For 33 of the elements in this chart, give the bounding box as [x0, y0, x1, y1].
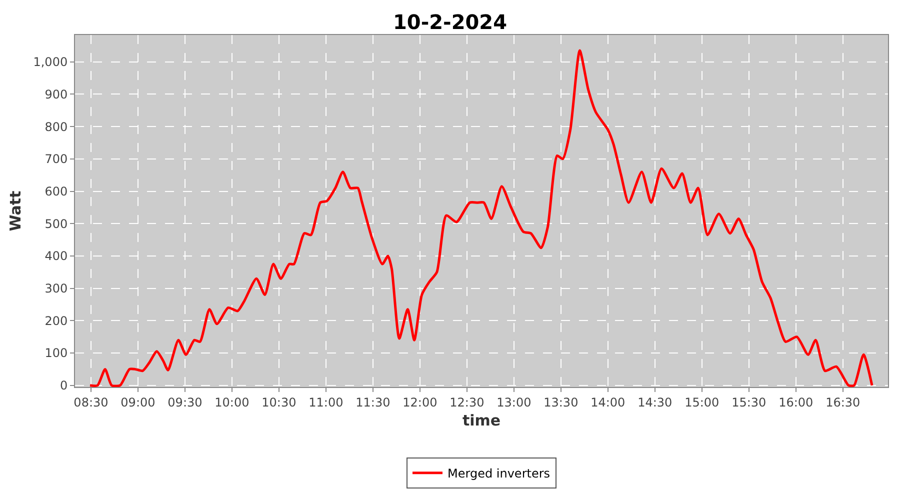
y-tick-label: 1,000: [33, 55, 68, 70]
y-tick-label: 200: [44, 314, 68, 328]
y-tick-label: 0: [60, 378, 68, 393]
legend-label: Merged inverters: [448, 466, 550, 481]
x-tick-label: 15:00: [684, 395, 720, 410]
x-tick-label: 12:30: [450, 395, 484, 410]
y-tick-label: 700: [44, 152, 68, 166]
y-tick-label: 600: [44, 184, 68, 198]
x-tick-label: 11:30: [356, 395, 390, 410]
y-tick-label: 900: [44, 87, 68, 102]
y-tick-label: 800: [44, 120, 68, 134]
y-axis-title: Watt: [6, 190, 24, 232]
chart-title: 10-2-2024: [392, 10, 508, 34]
x-tick-label: 11:00: [308, 395, 344, 410]
y-tick-label: 300: [44, 282, 68, 296]
x-tick-label: 16:00: [778, 395, 814, 410]
x-tick-label: 15:30: [732, 395, 766, 410]
x-tick-label: 14:30: [638, 395, 672, 410]
x-tick-label: 09:00: [120, 395, 156, 410]
x-axis-title: time: [462, 411, 501, 430]
x-tick-label: 13:00: [496, 395, 532, 410]
line-series: [88, 49, 874, 387]
x-tick-label: 08:30: [74, 395, 108, 410]
x-tick-label: 13:30: [544, 395, 578, 410]
x-tick-label: 16:30: [826, 395, 860, 410]
y-tick-label: 100: [44, 346, 68, 360]
y-tick-label: 400: [44, 249, 68, 264]
x-tick-label: 10:30: [262, 395, 296, 410]
x-tick-label: 09:30: [168, 395, 202, 410]
x-tick-label: 14:00: [590, 395, 626, 410]
y-tick-label: 500: [44, 216, 68, 231]
x-tick-label: 10:00: [214, 395, 250, 410]
x-tick-label: 12:00: [402, 395, 438, 410]
